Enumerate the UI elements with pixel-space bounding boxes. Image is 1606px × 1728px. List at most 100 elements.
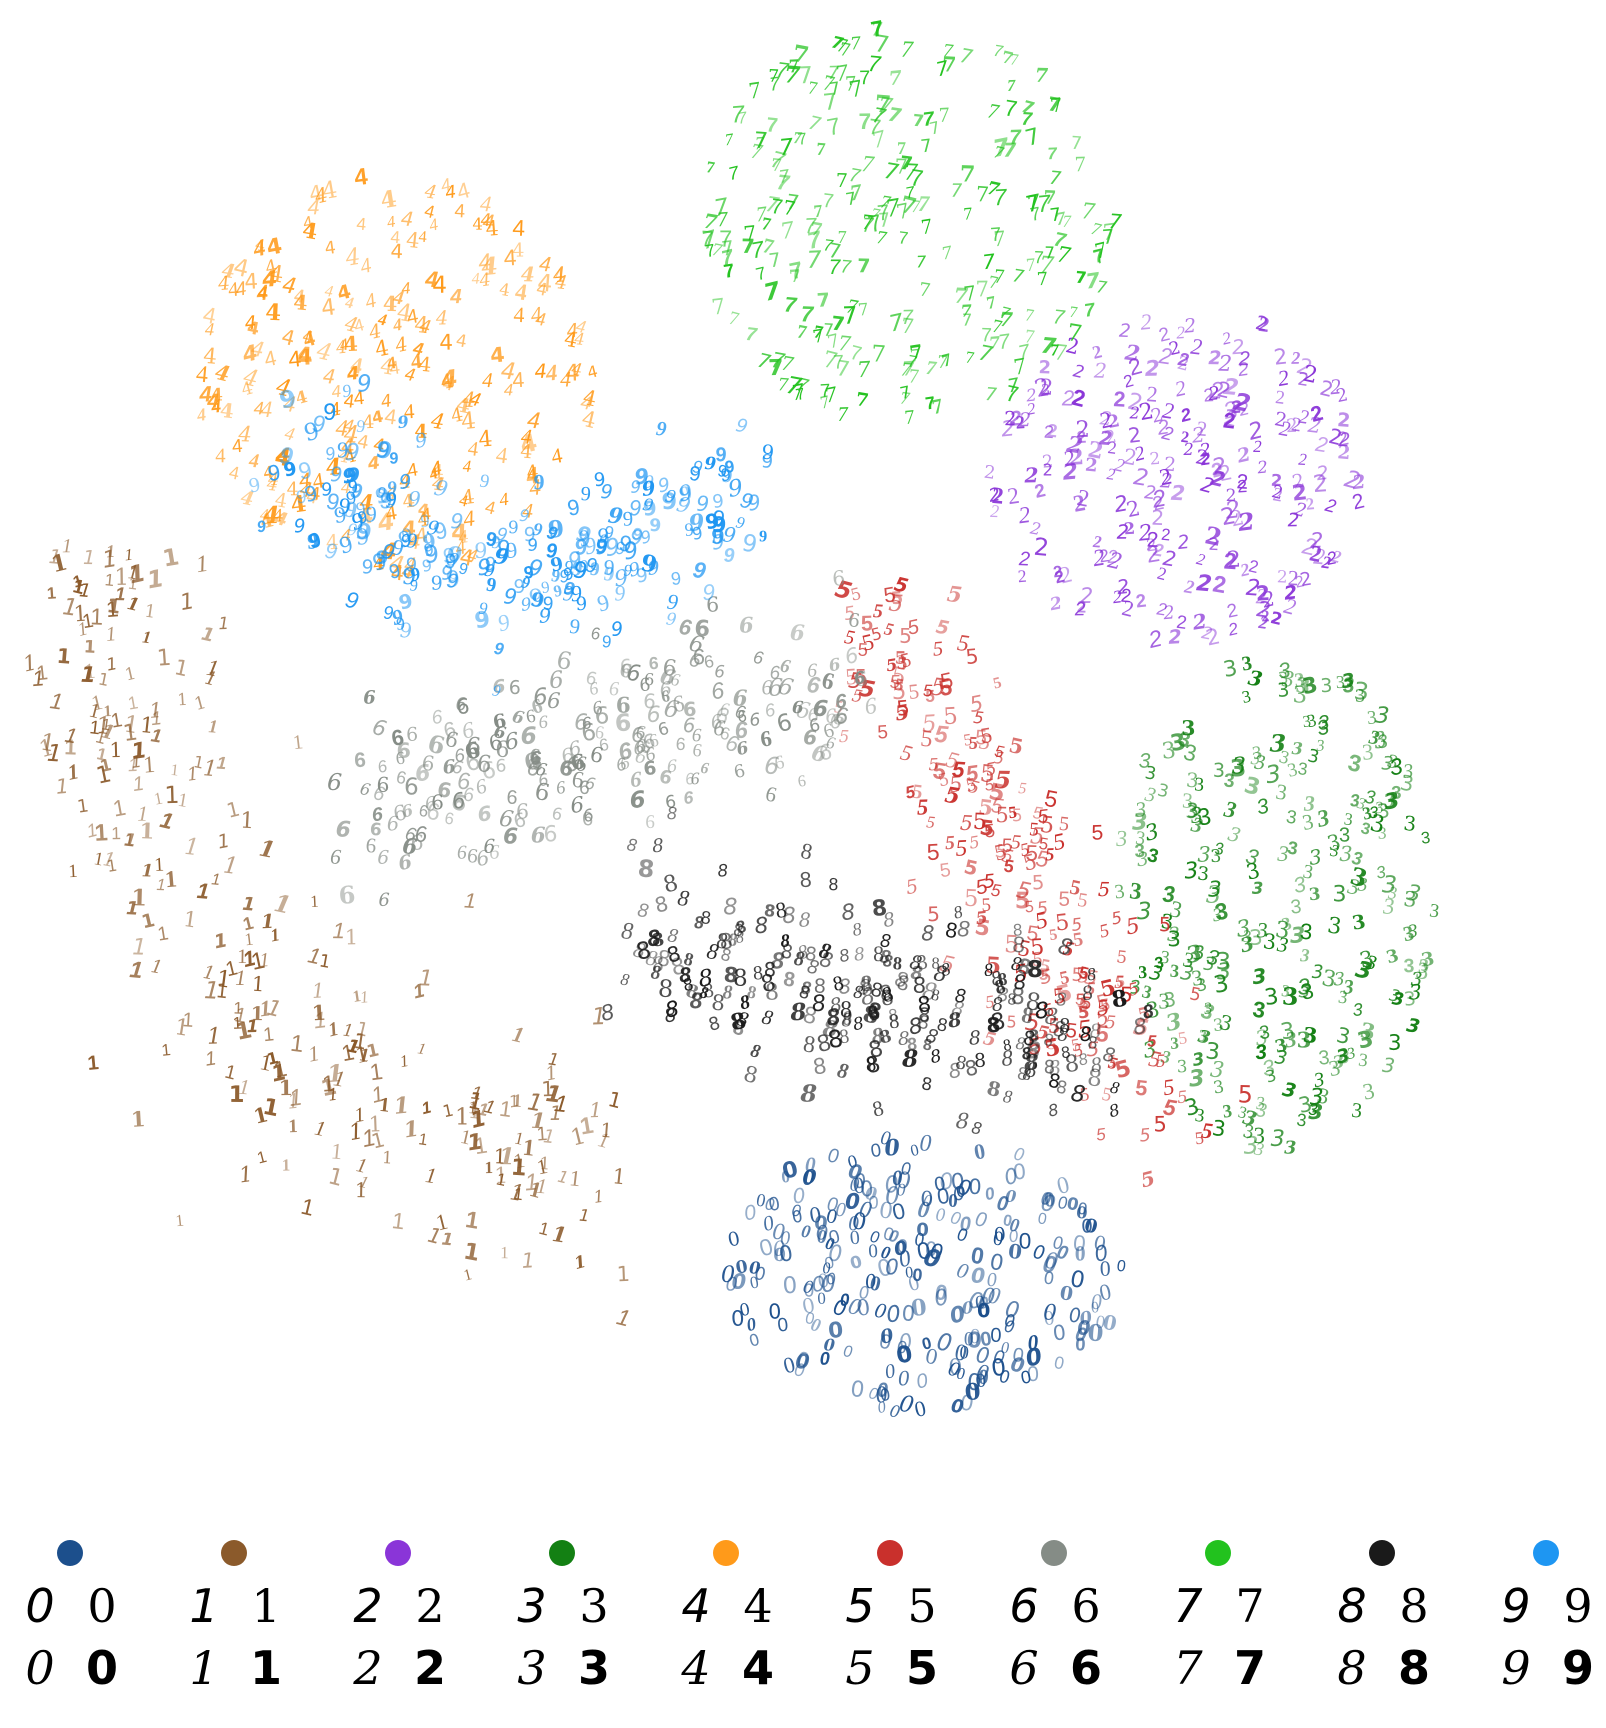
point-6: 6 — [657, 766, 674, 789]
point-9: 9 — [473, 607, 491, 635]
point-1: 1 — [468, 1105, 489, 1134]
point-8: 8 — [921, 921, 935, 945]
point-3: 3 — [1332, 881, 1346, 907]
point-0: 0 — [1012, 1145, 1027, 1167]
point-2: 2 — [1104, 548, 1124, 576]
point-0: 0 — [1051, 1320, 1067, 1345]
legend-marker — [385, 1540, 411, 1566]
point-4: 4 — [503, 244, 517, 271]
legend-marker — [549, 1540, 575, 1566]
legend-sample: 5 — [905, 1641, 938, 1695]
point-0: 0 — [916, 1196, 932, 1223]
point-1: 1 — [542, 1126, 556, 1148]
point-7: 7 — [816, 289, 831, 312]
legend-sample: 8 — [1399, 1579, 1429, 1633]
point-2: 2 — [1093, 358, 1108, 382]
point-4: 4 — [534, 309, 546, 330]
point-8: 8 — [985, 1077, 1003, 1102]
point-0: 0 — [992, 1347, 1006, 1369]
point-2: 2 — [1291, 499, 1309, 523]
point-0: 0 — [972, 1138, 987, 1165]
point-1: 1 — [35, 661, 49, 685]
point-3: 3 — [1299, 945, 1310, 965]
point-1: 1 — [170, 760, 180, 780]
legend-sample: 6 — [1071, 1579, 1101, 1633]
point-5: 5 — [904, 874, 920, 899]
point-3: 3 — [1309, 1084, 1324, 1110]
point-2: 2 — [1206, 383, 1221, 405]
point-3: 3 — [1388, 985, 1402, 1006]
point-1: 1 — [521, 1248, 535, 1273]
point-7: 7 — [783, 292, 798, 317]
point-3: 3 — [1387, 752, 1405, 780]
point-3: 3 — [1368, 809, 1387, 838]
point-1: 1 — [100, 715, 112, 734]
point-0: 0 — [923, 1344, 941, 1370]
point-3: 3 — [1296, 973, 1312, 1000]
point-3: 3 — [1357, 946, 1376, 974]
point-4: 4 — [297, 342, 313, 367]
point-2: 2 — [1106, 546, 1118, 568]
point-0: 0 — [849, 1208, 868, 1236]
point-0: 0 — [839, 1289, 850, 1310]
point-1: 1 — [183, 834, 200, 861]
point-4: 4 — [359, 490, 374, 514]
point-2: 2 — [1237, 348, 1249, 370]
point-1: 1 — [572, 1251, 588, 1273]
point-0: 0 — [1003, 1310, 1016, 1331]
point-3: 3 — [1391, 782, 1402, 803]
point-7: 7 — [1035, 64, 1049, 87]
point-3: 3 — [1183, 857, 1199, 884]
point-3: 3 — [1297, 1028, 1312, 1053]
point-0: 0 — [924, 1238, 938, 1262]
point-5: 5 — [994, 766, 1011, 794]
point-3: 3 — [1276, 657, 1292, 683]
point-1: 1 — [192, 693, 208, 715]
point-3: 3 — [1388, 1031, 1402, 1056]
point-3: 3 — [1142, 819, 1161, 847]
point-6: 6 — [386, 812, 400, 836]
point-4: 4 — [323, 238, 337, 259]
point-0: 0 — [954, 1260, 971, 1284]
point-3: 3 — [1164, 1009, 1184, 1037]
point-0: 0 — [808, 1202, 823, 1228]
point-7: 7 — [901, 306, 914, 329]
point-2: 2 — [1025, 399, 1037, 419]
point-3: 3 — [1381, 753, 1394, 775]
point-7: 7 — [854, 389, 870, 412]
point-1: 1 — [251, 972, 266, 997]
point-3: 3 — [1349, 790, 1360, 810]
point-1: 1 — [420, 1098, 433, 1119]
point-3: 3 — [1405, 1015, 1422, 1038]
point-2: 2 — [1149, 404, 1166, 427]
legend-sample: 1 — [189, 1641, 219, 1695]
point-4: 4 — [418, 353, 433, 377]
point-0: 0 — [803, 1281, 814, 1301]
point-2: 2 — [1211, 570, 1228, 598]
point-1: 1 — [319, 1074, 339, 1103]
point-5: 5 — [1139, 1126, 1152, 1147]
point-1: 1 — [530, 1108, 546, 1134]
point-4: 4 — [461, 388, 476, 412]
point-3: 3 — [1273, 1047, 1288, 1070]
point-0: 0 — [1023, 1343, 1045, 1373]
point-3: 3 — [1254, 1093, 1265, 1114]
point-3: 3 — [1305, 710, 1318, 731]
point-9: 9 — [533, 469, 545, 494]
point-0: 0 — [995, 1192, 1010, 1216]
point-2: 2 — [1270, 471, 1283, 491]
point-4: 4 — [287, 345, 302, 372]
point-1: 1 — [306, 1040, 322, 1067]
point-3: 3 — [1128, 878, 1143, 905]
point-2: 2 — [1121, 444, 1139, 471]
point-3: 3 — [1246, 666, 1264, 692]
point-2: 2 — [1226, 486, 1237, 506]
legend-sample: 1 — [251, 1579, 281, 1633]
point-0: 0 — [977, 1299, 991, 1322]
point-0: 0 — [780, 1156, 801, 1185]
point-7: 7 — [1024, 304, 1036, 325]
point-6: 6 — [847, 610, 862, 632]
point-3: 3 — [1320, 675, 1333, 698]
point-2: 2 — [1247, 555, 1261, 577]
